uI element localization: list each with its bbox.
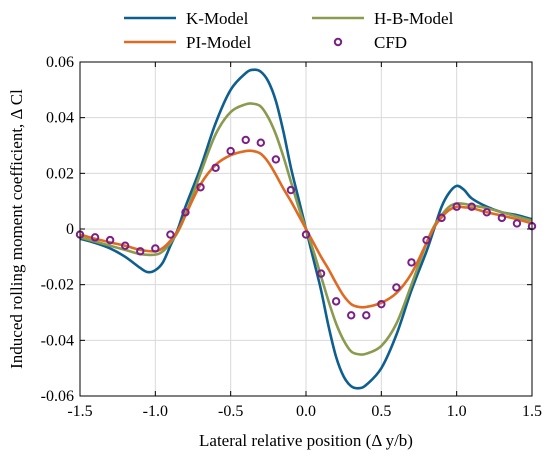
y-tick-label: -0.04 bbox=[41, 332, 74, 349]
h-b-model-line bbox=[79, 102, 533, 356]
cfd-point bbox=[301, 230, 311, 239]
cfd-point bbox=[196, 183, 205, 192]
cfd-point bbox=[316, 269, 326, 278]
cfd-point bbox=[211, 163, 220, 172]
cfd-point bbox=[467, 202, 476, 211]
cfd-point bbox=[512, 219, 522, 228]
legend-label-pi-model: PI-Model bbox=[186, 33, 251, 52]
legend-label-h-b-model: H-B-Model bbox=[374, 9, 454, 28]
series-layer bbox=[75, 68, 537, 390]
cfd-point bbox=[347, 311, 356, 320]
cfd-point bbox=[271, 155, 281, 164]
cfd-point bbox=[497, 213, 507, 223]
cfd-point bbox=[452, 202, 461, 211]
cfd-point bbox=[226, 146, 235, 156]
x-tick-label: -0.5 bbox=[218, 403, 243, 420]
cfd-point bbox=[166, 230, 175, 239]
cfd-point bbox=[181, 208, 190, 217]
cfd-point bbox=[241, 135, 250, 145]
cfd-point bbox=[136, 247, 145, 256]
x-tick-label: -1.0 bbox=[143, 403, 168, 420]
cfd-point bbox=[377, 299, 386, 309]
cfd-point bbox=[256, 138, 265, 147]
cfd-point bbox=[482, 208, 491, 217]
y-tick-label: 0 bbox=[66, 221, 74, 238]
y-axis-label: Induced rolling moment coefficient, Δ Cl bbox=[7, 89, 26, 369]
cfd-point bbox=[392, 283, 401, 292]
y-tick-label: -0.02 bbox=[41, 277, 74, 294]
cfd-point bbox=[151, 244, 160, 253]
x-axis-ticks: -1.5 -1.0 -0.5 0.0 0.5 1.0 1.5 bbox=[67, 62, 542, 420]
legend: K-Model H-B-Model PI-Model CFD bbox=[124, 9, 454, 52]
cfd-point bbox=[437, 213, 446, 223]
legend-swatch-cfd bbox=[333, 37, 343, 47]
cfd-point bbox=[90, 233, 100, 242]
y-tick-label: 0.06 bbox=[46, 54, 74, 71]
x-tick-label: 1.5 bbox=[522, 403, 542, 420]
legend-label-cfd: CFD bbox=[374, 33, 407, 52]
cfd-point bbox=[331, 297, 341, 306]
x-tick-label: 0.5 bbox=[371, 403, 391, 420]
cfd-point bbox=[105, 235, 115, 245]
y-tick-label: -0.06 bbox=[41, 388, 74, 405]
x-tick-label: 1.0 bbox=[447, 403, 467, 420]
y-tick-label: 0.02 bbox=[46, 165, 74, 182]
x-tick-label: -1.5 bbox=[67, 403, 92, 420]
x-axis-label: Lateral relative position (Δ y/b) bbox=[199, 431, 413, 450]
cfd-point bbox=[407, 258, 416, 267]
cfd-point bbox=[121, 241, 130, 250]
y-tick-label: 0.04 bbox=[46, 110, 74, 127]
cfd-point bbox=[286, 185, 296, 195]
cfd-point bbox=[422, 235, 431, 245]
cfd-point bbox=[362, 311, 371, 320]
legend-label-k-model: K-Model bbox=[186, 9, 249, 28]
y-axis-ticks: -0.06 -0.04 -0.02 0 0.02 0.04 0.06 bbox=[41, 54, 532, 405]
x-tick-label: 0.0 bbox=[296, 403, 316, 420]
